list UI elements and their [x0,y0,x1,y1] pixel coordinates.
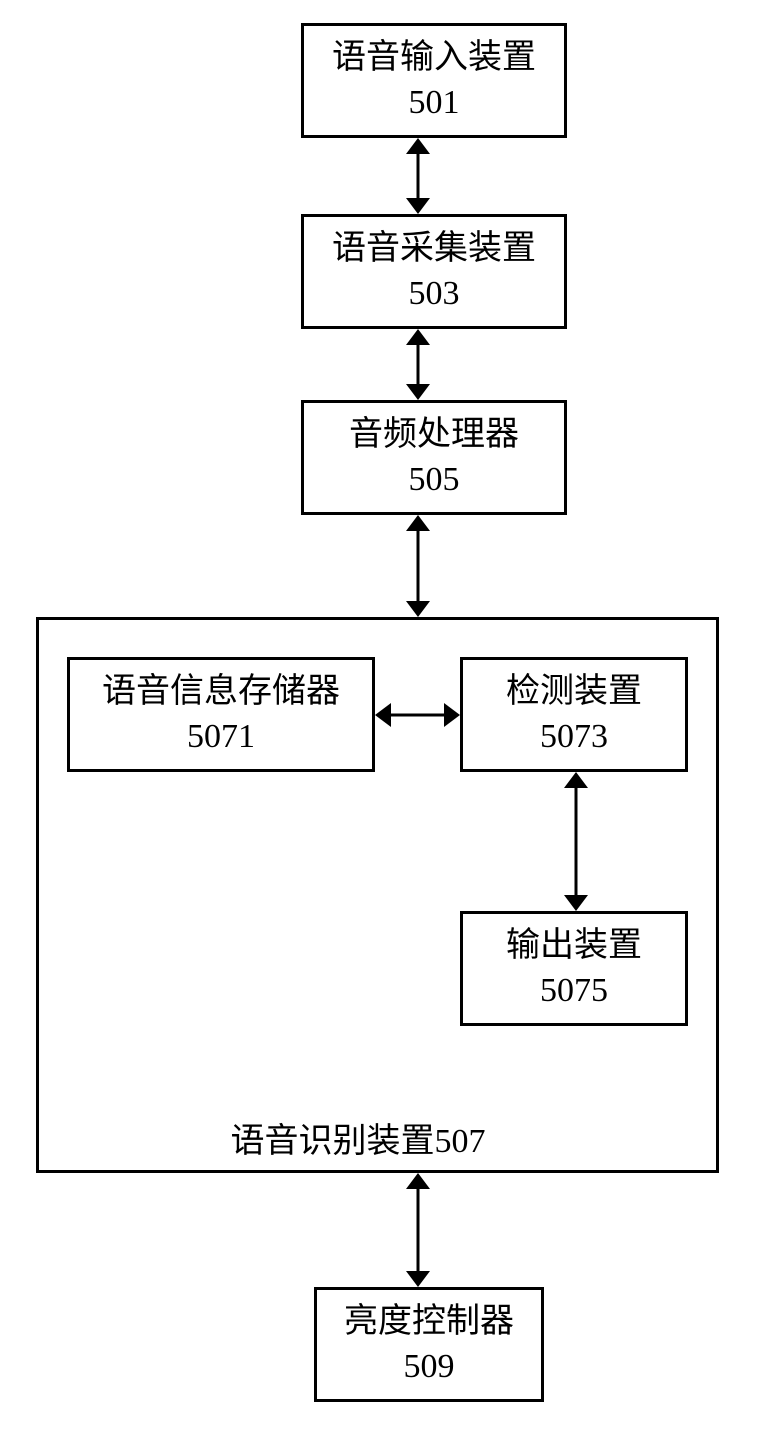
container-voice-recognition-label: 语音识别装置507 [208,1113,508,1162]
node-voice-storage-label: 语音信息存储器 [102,670,340,714]
node-voice-input-label: 语音输入装置 [332,36,536,80]
node-output-number: 5075 [540,969,608,1013]
node-brightness-controller: 亮度控制器 509 [314,1287,544,1402]
arrow-5073-5075 [558,772,594,911]
arrow-505-507 [400,515,436,617]
node-voice-input-number: 501 [409,81,460,125]
node-voice-capture-number: 503 [409,272,460,316]
node-brightness-controller-number: 509 [404,1345,455,1389]
arrow-5071-5073 [375,697,460,733]
node-detection-number: 5073 [540,715,608,759]
node-voice-storage: 语音信息存储器 5071 [67,657,375,772]
node-output-label: 输出装置 [506,924,642,968]
node-output: 输出装置 5075 [460,911,688,1026]
node-brightness-controller-label: 亮度控制器 [344,1300,514,1344]
arrow-501-503 [400,138,436,214]
node-voice-input: 语音输入装置 501 [301,23,567,138]
arrow-507-509 [400,1173,436,1287]
node-voice-capture: 语音采集装置 503 [301,214,567,329]
node-voice-capture-label: 语音采集装置 [332,227,536,271]
node-audio-processor: 音频处理器 505 [301,400,567,515]
node-audio-processor-number: 505 [409,458,460,502]
node-voice-storage-number: 5071 [187,715,255,759]
node-detection: 检测装置 5073 [460,657,688,772]
node-audio-processor-label: 音频处理器 [349,413,519,457]
arrow-503-505 [400,329,436,400]
node-detection-label: 检测装置 [506,670,642,714]
